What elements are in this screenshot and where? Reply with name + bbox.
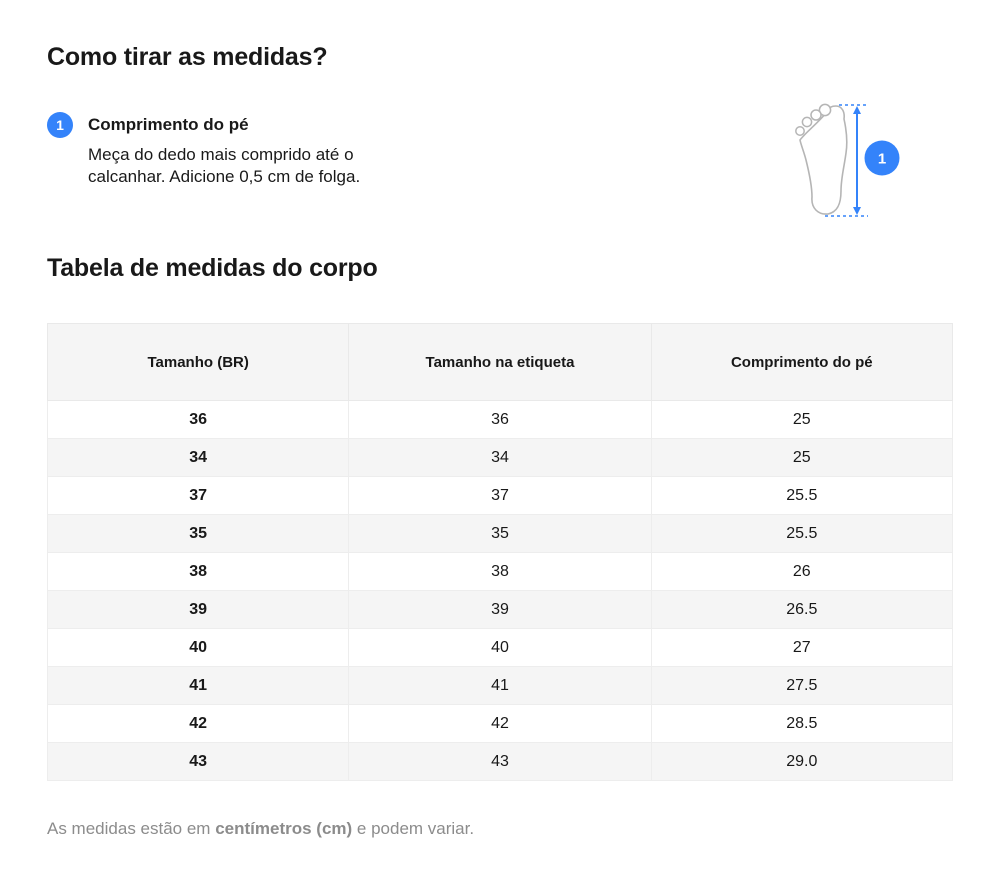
table-row: 37 37 25.5 (46, 476, 954, 515)
label-size-cell: 40 (348, 628, 652, 667)
foot-length-cell: 25 (650, 400, 954, 439)
table-row: 41 41 27.5 (46, 666, 954, 705)
table-row: 35 35 25.5 (46, 514, 954, 553)
size-br-cell: 35 (46, 514, 350, 553)
step-title: Comprimento do pé (88, 115, 249, 134)
size-br-cell: 34 (46, 438, 350, 477)
size-table-header-row: Tamanho (BR) Tamanho na etiqueta Comprimen… (46, 323, 954, 401)
foot-diagram-icon: 1 (795, 103, 900, 217)
size-br-cell: 42 (46, 704, 350, 743)
foot-length-cell: 29.0 (650, 742, 954, 781)
measurement-instructions: 1 Comprimento do pé Meça do dedo mais co… (47, 103, 953, 226)
label-size-cell: 41 (348, 666, 652, 705)
foot-measurement-illustration: 1 (789, 96, 901, 226)
label-size-cell: 34 (348, 438, 652, 477)
label-size-cell: 36 (348, 400, 652, 439)
foot-length-cell: 25.5 (650, 476, 954, 515)
page-title: Como tirar as medidas? (47, 43, 328, 71)
size-br-cell: 36 (46, 400, 350, 439)
column-header: Tamanho (BR) (46, 323, 350, 401)
label-size-cell: 42 (348, 704, 652, 743)
size-br-cell: 41 (46, 666, 350, 705)
table-row: 34 34 25 (46, 438, 954, 477)
footnote-units: centímetros (cm) (215, 819, 353, 838)
foot-length-cell: 25 (650, 438, 954, 477)
table-row: 39 39 26.5 (46, 590, 954, 629)
units-footnote: As medidas estão em centímetros (cm) e p… (47, 819, 953, 839)
foot-length-cell: 25.5 (650, 514, 954, 553)
foot-length-cell: 26.5 (650, 590, 954, 629)
table-row: 43 43 29.0 (46, 742, 954, 781)
illustration-marker-label: 1 (878, 151, 886, 168)
table-row: 42 42 28.5 (46, 704, 954, 743)
table-title: Tabela de medidas do corpo (47, 254, 378, 282)
label-size-cell: 35 (348, 514, 652, 553)
size-br-cell: 43 (46, 742, 350, 781)
column-header: Tamanho na etiqueta (348, 323, 652, 401)
step-description: Meça do dedo mais comprido até o calcanh… (88, 145, 361, 186)
size-guide-panel: Como tirar as medidas? 1 Comprimento do … (46, 43, 954, 839)
foot-length-cell: 27 (650, 628, 954, 667)
footnote-suffix: e podem variar. (352, 819, 475, 838)
size-br-cell: 37 (46, 476, 350, 515)
step-text: Comprimento do pé Meça do dedo mais comp… (88, 112, 406, 188)
column-header: Comprimento do pé (650, 323, 954, 401)
size-br-cell: 38 (46, 552, 350, 591)
footnote-prefix: As medidas estão em (47, 819, 216, 838)
label-size-cell: 37 (348, 476, 652, 515)
size-table: Tamanho (BR) Tamanho na etiqueta Comprimen… (46, 323, 954, 781)
size-br-cell: 40 (46, 628, 350, 667)
label-size-cell: 38 (348, 552, 652, 591)
size-br-cell: 39 (46, 590, 350, 629)
label-size-cell: 39 (348, 590, 652, 629)
foot-length-cell: 28.5 (650, 704, 954, 743)
size-table-body: 36 36 25 34 34 25 37 37 25.5 35 35 25.5 38 38 26 39 39 26… (46, 400, 954, 781)
foot-length-cell: 26 (650, 552, 954, 591)
step-number-badge: 1 (47, 112, 73, 138)
table-row: 36 36 25 (46, 400, 954, 439)
table-row: 40 40 27 (46, 628, 954, 667)
label-size-cell: 43 (348, 742, 652, 781)
illustration-marker-circle (864, 140, 900, 176)
foot-length-cell: 27.5 (650, 666, 954, 705)
step-1: 1 Comprimento do pé Meça do dedo mais co… (47, 112, 406, 188)
table-row: 38 38 26 (46, 552, 954, 591)
